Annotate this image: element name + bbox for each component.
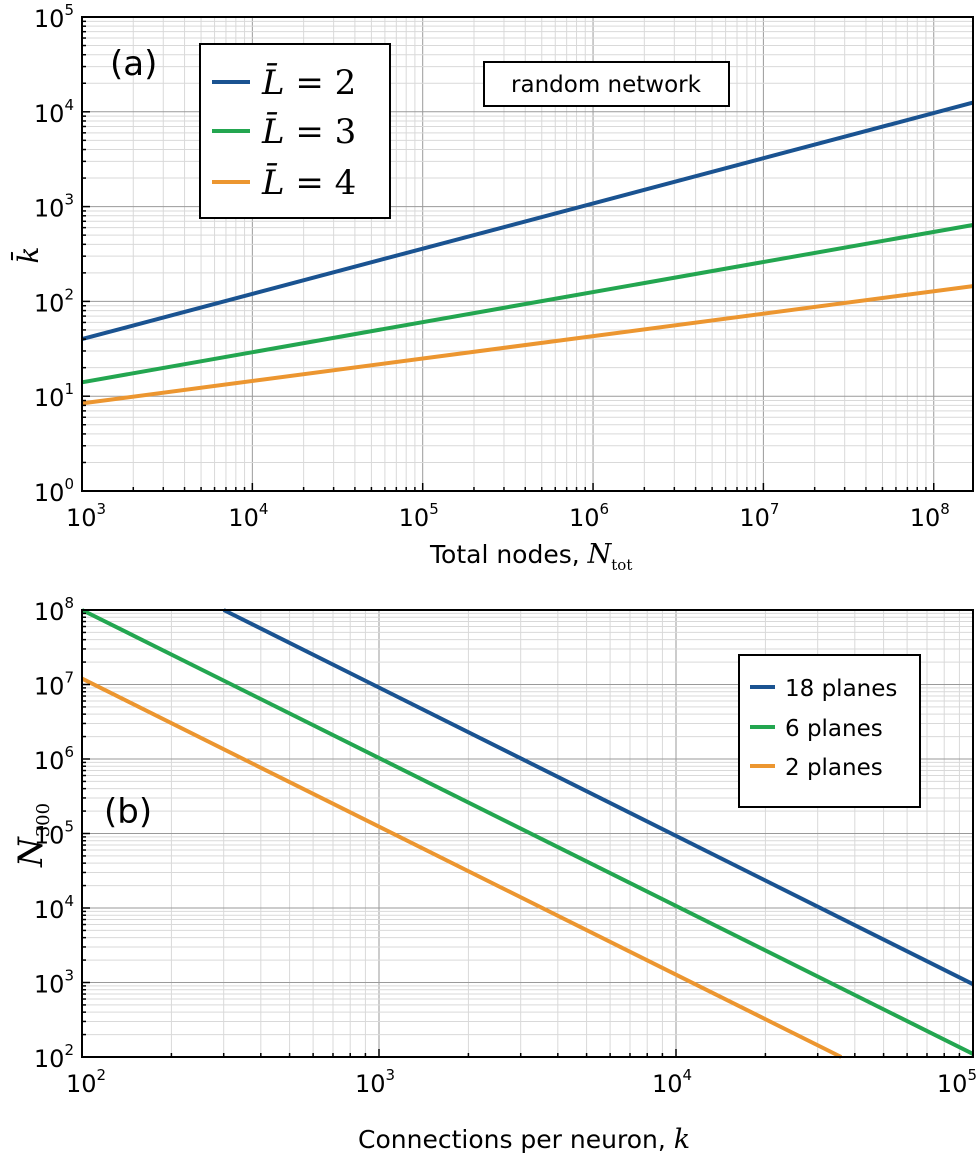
panel-b-legend-box bbox=[738, 654, 921, 808]
x-tick-label: 104 bbox=[228, 500, 268, 532]
y-tick-label: 103 bbox=[34, 967, 74, 999]
x-tick-label: 108 bbox=[910, 500, 950, 532]
x-tick-label: 105 bbox=[937, 1066, 976, 1098]
panel-a-legend-entry-2: L̄ = 3 bbox=[212, 111, 356, 152]
x-tick-label: 105 bbox=[399, 500, 439, 532]
series-line-2 bbox=[81, 608, 974, 1056]
series-line-1 bbox=[222, 608, 974, 986]
x-tick-label: 107 bbox=[739, 500, 779, 532]
y-tick-label: 102 bbox=[34, 285, 74, 317]
panel-a-ticks: 103 104 105 106 107 108 100 101 102 103 104 105 bbox=[34, 1, 950, 532]
panel-a-xlabel: Total nodes, Ntot bbox=[429, 539, 632, 574]
panel-b-grid bbox=[81, 609, 974, 1058]
panel-b-legend-label-3: 2 planes bbox=[785, 755, 883, 781]
panel-b-ylabel: N300 bbox=[11, 803, 54, 868]
panel-a-legend-entry-3: L̄ = 4 bbox=[212, 162, 356, 203]
panel-b-legend: 18 planes 6 planes 2 planes bbox=[738, 654, 921, 808]
panel-b-label: (b) bbox=[104, 792, 152, 832]
panel-b-legend-entry-2: 6 planes bbox=[750, 716, 883, 742]
panel-b-legend-label-1: 18 planes bbox=[785, 676, 897, 702]
panel-a-ylabel: k̄ bbox=[10, 247, 45, 264]
y-tick-label: 104 bbox=[34, 96, 74, 128]
panel-a-legend-label-1: L̄ = 2 bbox=[261, 62, 356, 103]
x-tick-label: 104 bbox=[652, 1066, 692, 1098]
panel-a-annotation-text: random network bbox=[511, 72, 702, 98]
panel-b-legend-entry-3: 2 planes bbox=[750, 755, 883, 781]
panel-a-legend: L̄ = 2 L̄ = 3 L̄ = 4 bbox=[199, 43, 391, 219]
panel-b-ticks: 102 103 104 105 102 103 104 105 106 107 108 bbox=[34, 594, 976, 1098]
y-tick-label: 102 bbox=[34, 1041, 74, 1073]
panel-b-legend-entry-1: 18 planes bbox=[750, 676, 897, 702]
y-tick-label: 101 bbox=[34, 380, 74, 412]
y-tick-label: 105 bbox=[34, 818, 74, 850]
y-tick-label: 104 bbox=[34, 892, 74, 924]
y-tick-label: 105 bbox=[34, 1, 74, 33]
y-tick-label: 100 bbox=[34, 475, 74, 507]
x-tick-label: 106 bbox=[569, 500, 609, 532]
y-tick-label: 106 bbox=[34, 743, 74, 775]
panel-b-legend-label-2: 6 planes bbox=[785, 716, 883, 742]
y-tick-label: 103 bbox=[34, 191, 74, 223]
x-tick-label: 103 bbox=[66, 500, 106, 532]
series-line-3 bbox=[81, 676, 843, 1059]
panel-b-chart: 102 103 104 105 102 103 104 105 106 107 108 (b) 18… bbox=[11, 594, 976, 1155]
y-tick-label: 107 bbox=[34, 669, 74, 701]
panel-b-xlabel: Connections per neuron, k bbox=[358, 1124, 690, 1155]
series-line-1 bbox=[81, 100, 974, 342]
panel-a-legend-label-3: L̄ = 4 bbox=[261, 162, 356, 203]
series-line-2 bbox=[81, 223, 974, 385]
panel-a-chart: 103 104 105 106 107 108 100 101 102 103 104 105 (a)… bbox=[10, 1, 974, 574]
series-line-3 bbox=[81, 284, 974, 406]
x-tick-label: 102 bbox=[66, 1066, 106, 1098]
x-tick-label: 103 bbox=[355, 1066, 395, 1098]
panel-a-frame bbox=[81, 16, 974, 492]
panel-a-legend-label-2: L̄ = 3 bbox=[261, 111, 356, 152]
panel-b-series bbox=[81, 608, 974, 1059]
panel-a-legend-entry-1: L̄ = 2 bbox=[212, 62, 356, 103]
y-tick-label: 108 bbox=[34, 594, 74, 626]
panel-a-annotation: random network bbox=[483, 61, 730, 107]
panel-a-series bbox=[81, 100, 974, 406]
panel-a-label: (a) bbox=[110, 44, 157, 84]
